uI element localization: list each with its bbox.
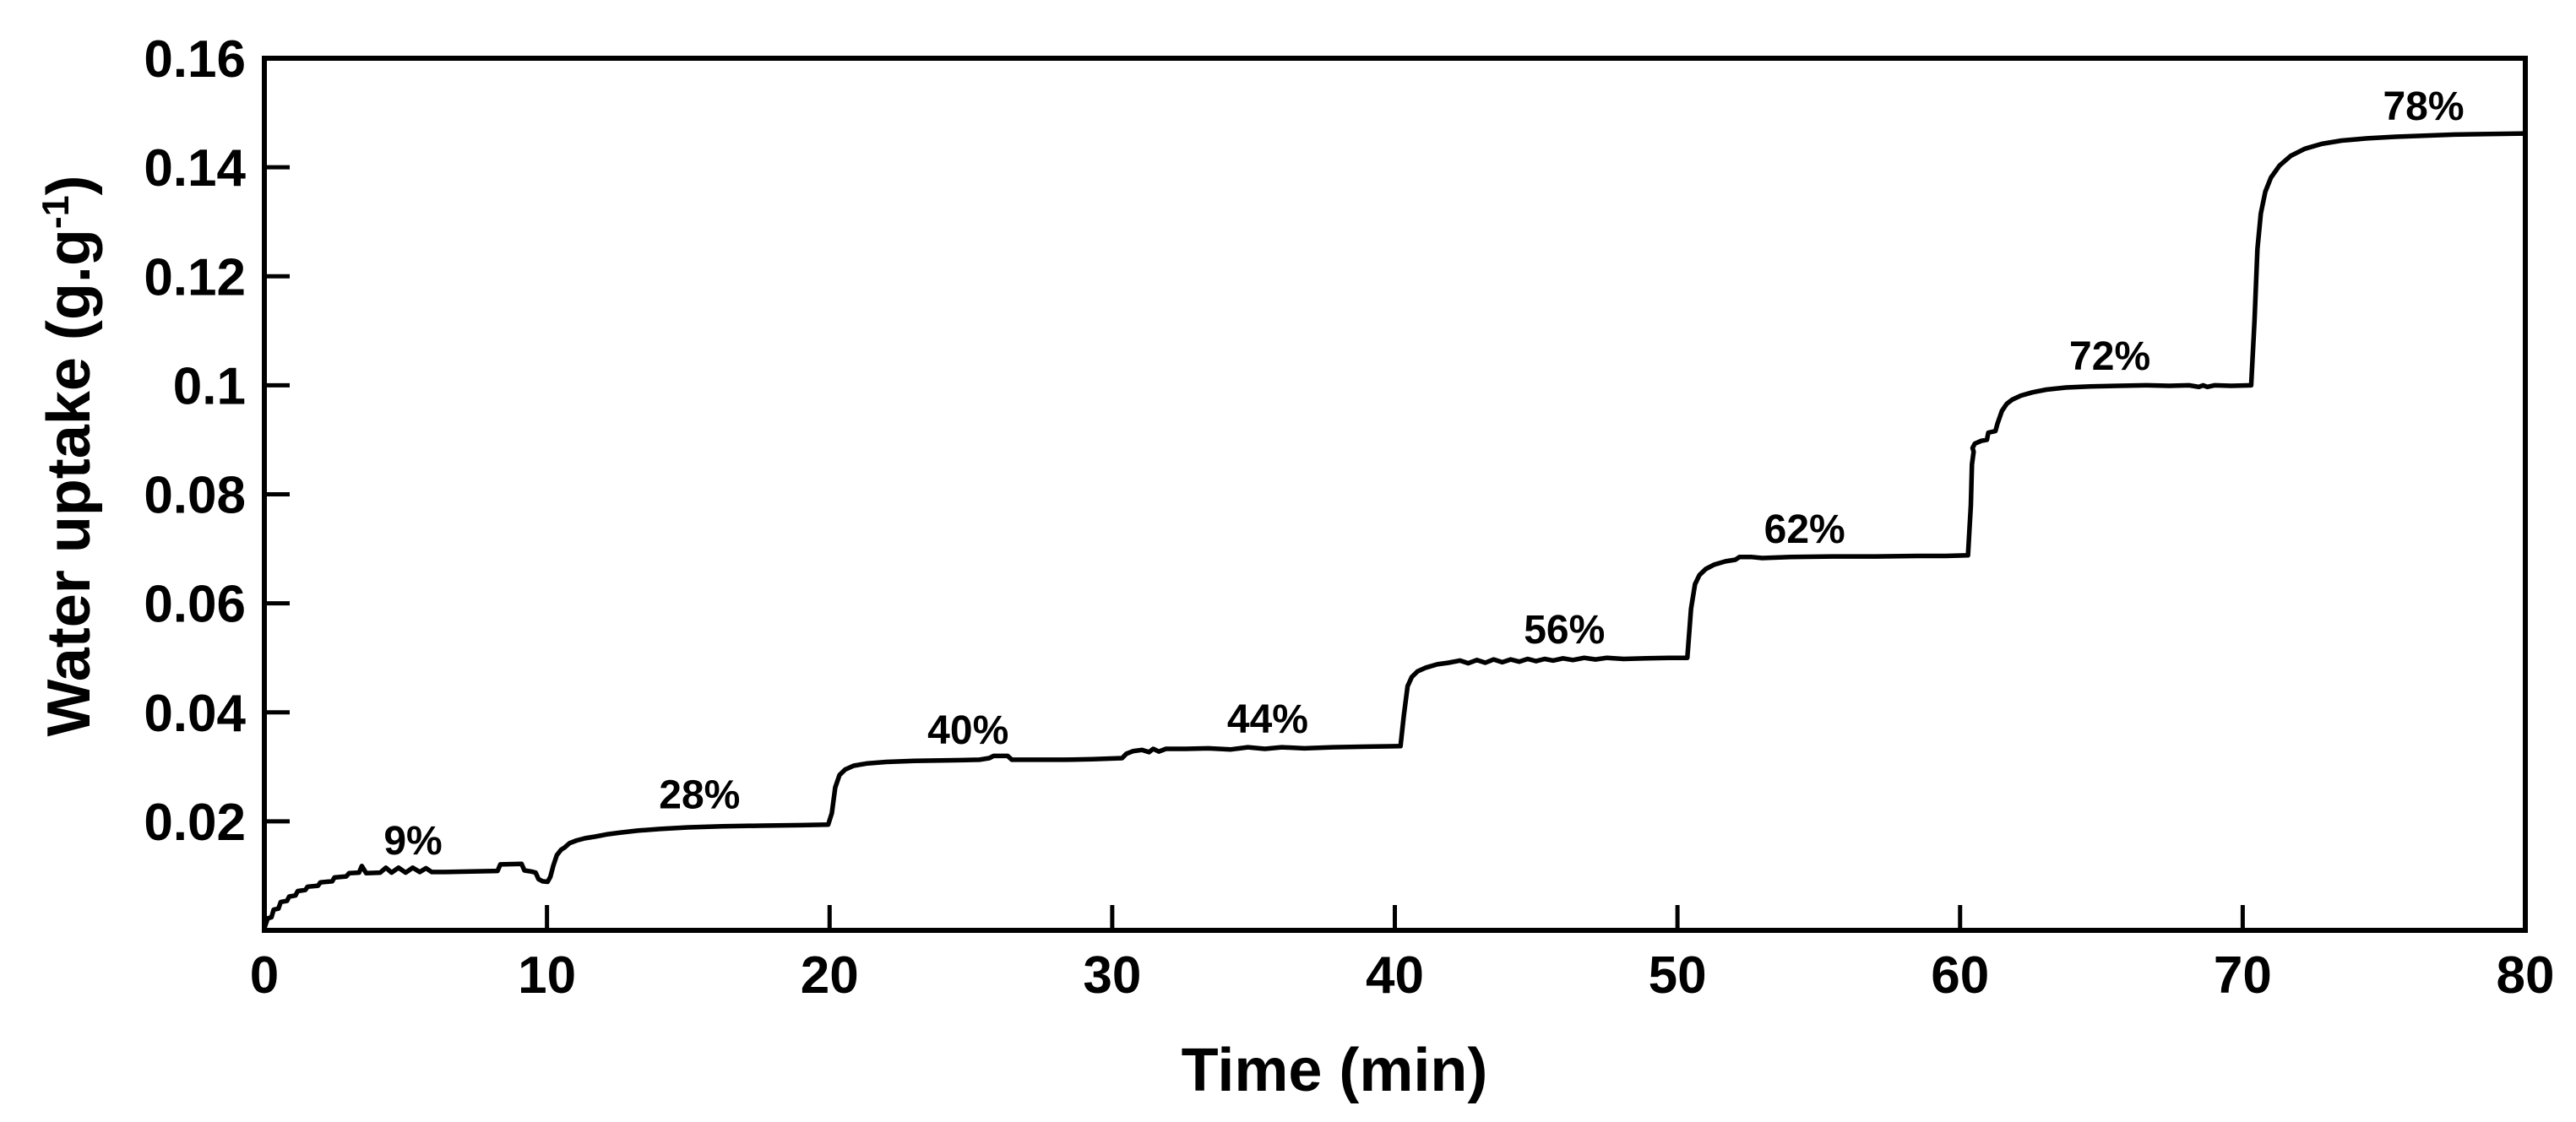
y-tick-label: 0.1 bbox=[173, 357, 246, 415]
y-tick-label: 0.02 bbox=[144, 794, 246, 852]
x-tick-label: 60 bbox=[1931, 946, 1989, 1005]
y-tick-label: 0.14 bbox=[144, 139, 246, 198]
y-tick-label: 0.12 bbox=[144, 248, 246, 306]
x-tick-label: 10 bbox=[518, 946, 576, 1005]
y-tick-label: 0.08 bbox=[144, 467, 246, 525]
y-axis-title-text: Water uptake (g.g bbox=[35, 229, 103, 737]
x-tick-label: 70 bbox=[2214, 946, 2272, 1005]
x-tick-label: 0 bbox=[250, 946, 279, 1005]
step-annotation: 40% bbox=[927, 708, 1008, 753]
water-uptake-curve bbox=[262, 131, 2528, 931]
y-tick-label: 0.04 bbox=[144, 685, 246, 743]
y-axis-title-close: ) bbox=[35, 175, 103, 196]
step-annotation: 56% bbox=[1524, 608, 1605, 653]
step-annotation: 72% bbox=[2069, 334, 2150, 379]
x-tick-label: 20 bbox=[801, 946, 859, 1005]
y-tick-label: 0.16 bbox=[144, 30, 246, 89]
step-annotation: 62% bbox=[1764, 507, 1845, 552]
step-annotation: 9% bbox=[383, 819, 442, 864]
y-axis-title-superscript: -1 bbox=[35, 195, 77, 230]
x-tick-label: 80 bbox=[2497, 946, 2555, 1005]
step-annotation: 78% bbox=[2383, 84, 2464, 129]
x-tick-label: 50 bbox=[1649, 946, 1707, 1005]
x-tick-label: 40 bbox=[1366, 946, 1424, 1005]
step-annotation: 44% bbox=[1227, 697, 1308, 742]
step-annotation: 28% bbox=[659, 773, 740, 818]
y-axis-title: Water uptake (g.g-1) bbox=[35, 175, 104, 736]
x-tick-label: 30 bbox=[1083, 946, 1141, 1005]
plot-frame bbox=[262, 56, 2528, 933]
x-axis-title: Time (min) bbox=[1181, 1037, 1488, 1104]
y-tick-label: 0.06 bbox=[144, 576, 246, 634]
